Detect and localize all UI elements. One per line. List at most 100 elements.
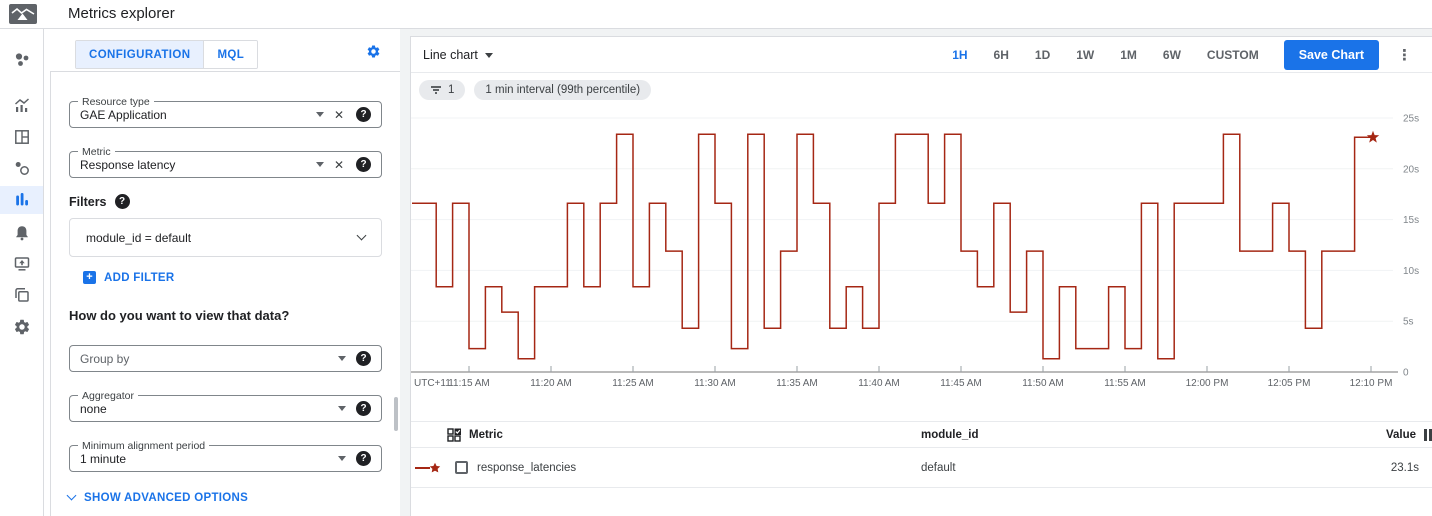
add-filter-label: ADD FILTER	[104, 271, 175, 284]
side-nav	[0, 29, 44, 516]
metrics-explorer-icon	[15, 193, 28, 206]
range-button-1d[interactable]: 1D	[1034, 47, 1051, 62]
sidebar-item-overview[interactable]	[0, 46, 43, 74]
range-button-1w[interactable]: 1W	[1076, 47, 1095, 62]
svg-text:11:30 AM: 11:30 AM	[694, 378, 736, 389]
chevron-down-icon	[66, 490, 77, 501]
add-filter-button[interactable]: + ADD FILTER	[83, 271, 175, 284]
chevron-down-icon	[484, 53, 493, 58]
min-alignment-field[interactable]: Minimum alignment period 1 minute ?	[69, 440, 382, 472]
sidebar-item-dashboards[interactable]	[0, 123, 43, 151]
filter-expander[interactable]: module_id = default	[69, 218, 382, 257]
tab-configuration[interactable]: CONFIGURATION	[76, 41, 204, 68]
svg-text:11:40 AM: 11:40 AM	[858, 378, 900, 389]
help-icon[interactable]: ?	[356, 401, 371, 416]
group-by-placeholder: Group by	[80, 351, 130, 366]
aggregator-value: none	[80, 401, 107, 416]
services-icon	[15, 162, 29, 175]
sidebar-item-settings[interactable]	[0, 313, 43, 341]
column-header-value[interactable]: Value	[1386, 428, 1417, 441]
settings-gear-icon	[14, 319, 29, 335]
table-header-row: Metric module_id Value	[411, 421, 1432, 448]
monitoring-chart-icon	[14, 98, 29, 112]
chart-type-dropdown[interactable]: Line chart	[423, 48, 493, 62]
filters-help-icon[interactable]: ?	[114, 194, 130, 209]
sidebar-item-uptime-checks[interactable]	[0, 250, 43, 278]
min-alignment-label: Minimum alignment period	[78, 440, 210, 452]
aggregator-label: Aggregator	[78, 390, 138, 402]
aggregator-field[interactable]: Aggregator none ?	[69, 390, 382, 422]
svg-text:11:35 AM: 11:35 AM	[776, 378, 818, 389]
range-button-custom[interactable]: CUSTOM	[1206, 47, 1259, 62]
help-icon[interactable]: ?	[356, 351, 371, 366]
column-settings-icon[interactable]	[1424, 428, 1432, 441]
filter-count-chip[interactable]: 1	[419, 80, 466, 100]
latency-step-chart[interactable]: 0 5s 10s 15s 20s 25s 11:15 AM 11:20 AM 11:25 AM 1…	[411, 96, 1432, 396]
svg-text:15s: 15s	[1403, 215, 1419, 226]
help-icon[interactable]: ?	[356, 451, 371, 466]
range-button-6w[interactable]: 6W	[1162, 47, 1181, 62]
help-icon[interactable]: ?	[356, 157, 371, 172]
dropdown-caret-icon[interactable]	[338, 406, 346, 411]
dashboards-icon	[14, 130, 29, 144]
svg-text:5s: 5s	[1403, 317, 1414, 328]
sidebar-item-services[interactable]	[0, 154, 43, 182]
svg-text:11:50 AM: 11:50 AM	[1022, 378, 1064, 389]
groups-icon	[14, 288, 29, 302]
view-data-heading: How do you want to view that data?	[69, 308, 290, 323]
interval-chip[interactable]: 1 min interval (99th percentile)	[474, 80, 652, 100]
metric-value: Response latency	[80, 157, 176, 172]
config-tab-group: CONFIGURATION MQL	[75, 40, 259, 69]
clear-icon[interactable]: ✕	[333, 107, 344, 122]
chart-header: Line chart 1H 6H 1D 1W 1M 6W CUSTOM Save…	[411, 37, 1432, 73]
range-button-1m[interactable]: 1M	[1120, 47, 1137, 62]
config-settings-gear-icon[interactable]	[366, 44, 381, 64]
select-metrics-icon[interactable]	[447, 427, 461, 442]
config-form: Resource type GAE Application ✕ ? Metric…	[50, 71, 400, 516]
resource-type-value: GAE Application	[80, 107, 167, 122]
show-advanced-label: SHOW ADVANCED OPTIONS	[84, 492, 249, 504]
svg-text:20s: 20s	[1403, 164, 1419, 175]
svg-text:11:45 AM: 11:45 AM	[940, 378, 982, 389]
clear-icon[interactable]: ✕	[333, 157, 344, 172]
filters-heading: Filters	[69, 194, 107, 209]
sidebar-item-alerting[interactable]	[0, 219, 43, 247]
dropdown-caret-icon[interactable]	[315, 112, 324, 117]
dropdown-caret-icon[interactable]	[338, 456, 346, 461]
column-header-module-id[interactable]: module_id	[921, 428, 979, 441]
more-options-icon[interactable]: ⋮	[1397, 46, 1412, 64]
resource-type-field[interactable]: Resource type GAE Application ✕ ?	[69, 96, 382, 128]
sidebar-item-groups[interactable]	[0, 281, 43, 309]
row-value: 23.1s	[1390, 461, 1419, 474]
chip-row: 1 1 min interval (99th percentile)	[419, 80, 652, 100]
interval-chip-label: 1 min interval (99th percentile)	[485, 84, 641, 96]
dropdown-caret-icon[interactable]	[315, 162, 324, 167]
uptime-checks-icon	[14, 257, 29, 271]
sidebar-item-monitoring-chart[interactable]	[0, 92, 43, 120]
svg-text:12:10 PM: 12:10 PM	[1350, 378, 1393, 389]
add-box-icon: +	[83, 271, 96, 284]
metric-field[interactable]: Metric Response latency ✕ ?	[69, 146, 382, 178]
range-button-6h[interactable]: 6H	[993, 47, 1009, 62]
save-chart-button[interactable]: Save Chart	[1283, 39, 1379, 70]
svg-text:12:00 PM: 12:00 PM	[1186, 378, 1229, 389]
chevron-down-icon	[356, 230, 367, 241]
sidebar-item-metrics-explorer[interactable]	[0, 186, 43, 214]
alerting-bell-icon	[15, 226, 28, 241]
filter-value: module_id = default	[86, 230, 192, 245]
row-checkbox[interactable]	[455, 461, 468, 474]
table-row[interactable]: response_latencies default 23.1s	[411, 448, 1432, 488]
svg-text:11:55 AM: 11:55 AM	[1104, 378, 1146, 389]
svg-text:11:15 AM: 11:15 AM	[448, 378, 490, 389]
group-by-field[interactable]: Group by ?	[69, 345, 382, 372]
filter-list-icon	[431, 86, 441, 94]
help-icon[interactable]: ?	[356, 107, 371, 122]
column-header-metric[interactable]: Metric	[469, 428, 503, 441]
dropdown-caret-icon[interactable]	[338, 356, 346, 361]
tab-mql[interactable]: MQL	[203, 41, 258, 68]
show-advanced-options-button[interactable]: SHOW ADVANCED OPTIONS	[66, 490, 249, 504]
configuration-panel: CONFIGURATION MQL Resource type GAE Appl…	[44, 29, 400, 516]
series-legend-marker	[415, 462, 441, 472]
range-button-1h[interactable]: 1H	[952, 47, 968, 62]
config-scrollbar[interactable]	[394, 397, 398, 431]
